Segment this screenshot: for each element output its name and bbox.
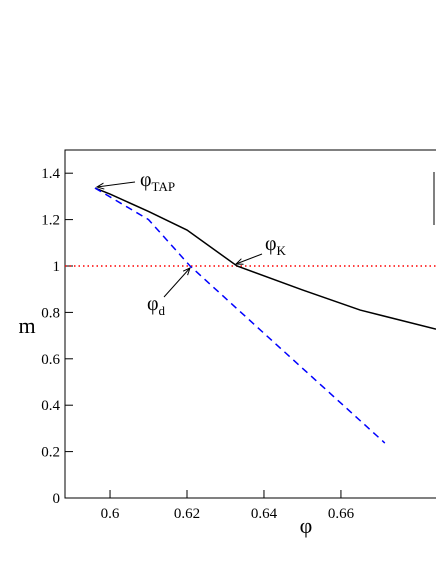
annotation-subscript: TAP: [152, 179, 176, 194]
y-tick-label: 0.4: [41, 398, 60, 414]
annotation: φd: [147, 293, 166, 318]
y-tick-label: 0.6: [41, 352, 60, 368]
y-tick-label: 1.4: [41, 166, 60, 182]
annotation: φTAP: [140, 169, 175, 194]
annotation: φK: [265, 233, 287, 258]
annotation-symbol: φ: [147, 293, 159, 315]
x-tick-label: 0.6: [101, 506, 120, 522]
annotation-subscript: d: [159, 303, 166, 318]
y-tick-label: 0.8: [41, 305, 60, 321]
x-tick-label: 0.62: [174, 506, 200, 522]
x-tick-label: 0.64: [251, 506, 278, 522]
y-tick-label: 0.2: [41, 445, 60, 461]
annotation-symbol: φ: [140, 169, 152, 191]
annotation-symbol: φ: [265, 233, 277, 255]
data-line: [94, 187, 436, 330]
annotation-arrow: [163, 268, 190, 298]
annotation-arrow: [97, 181, 136, 187]
annotation-subscript: K: [277, 243, 287, 258]
y-tick-label: 1.2: [41, 213, 60, 229]
y-tick-label: 1: [53, 259, 61, 275]
axes-frame: [64, 149, 436, 499]
x-axis-label: φ: [300, 513, 313, 538]
x-tick-label: 0.66: [328, 506, 355, 522]
annotation-arrow: [236, 253, 263, 264]
y-axis-label: m: [18, 313, 35, 338]
y-tick-label: 0: [53, 491, 61, 507]
data-line: [94, 187, 386, 444]
